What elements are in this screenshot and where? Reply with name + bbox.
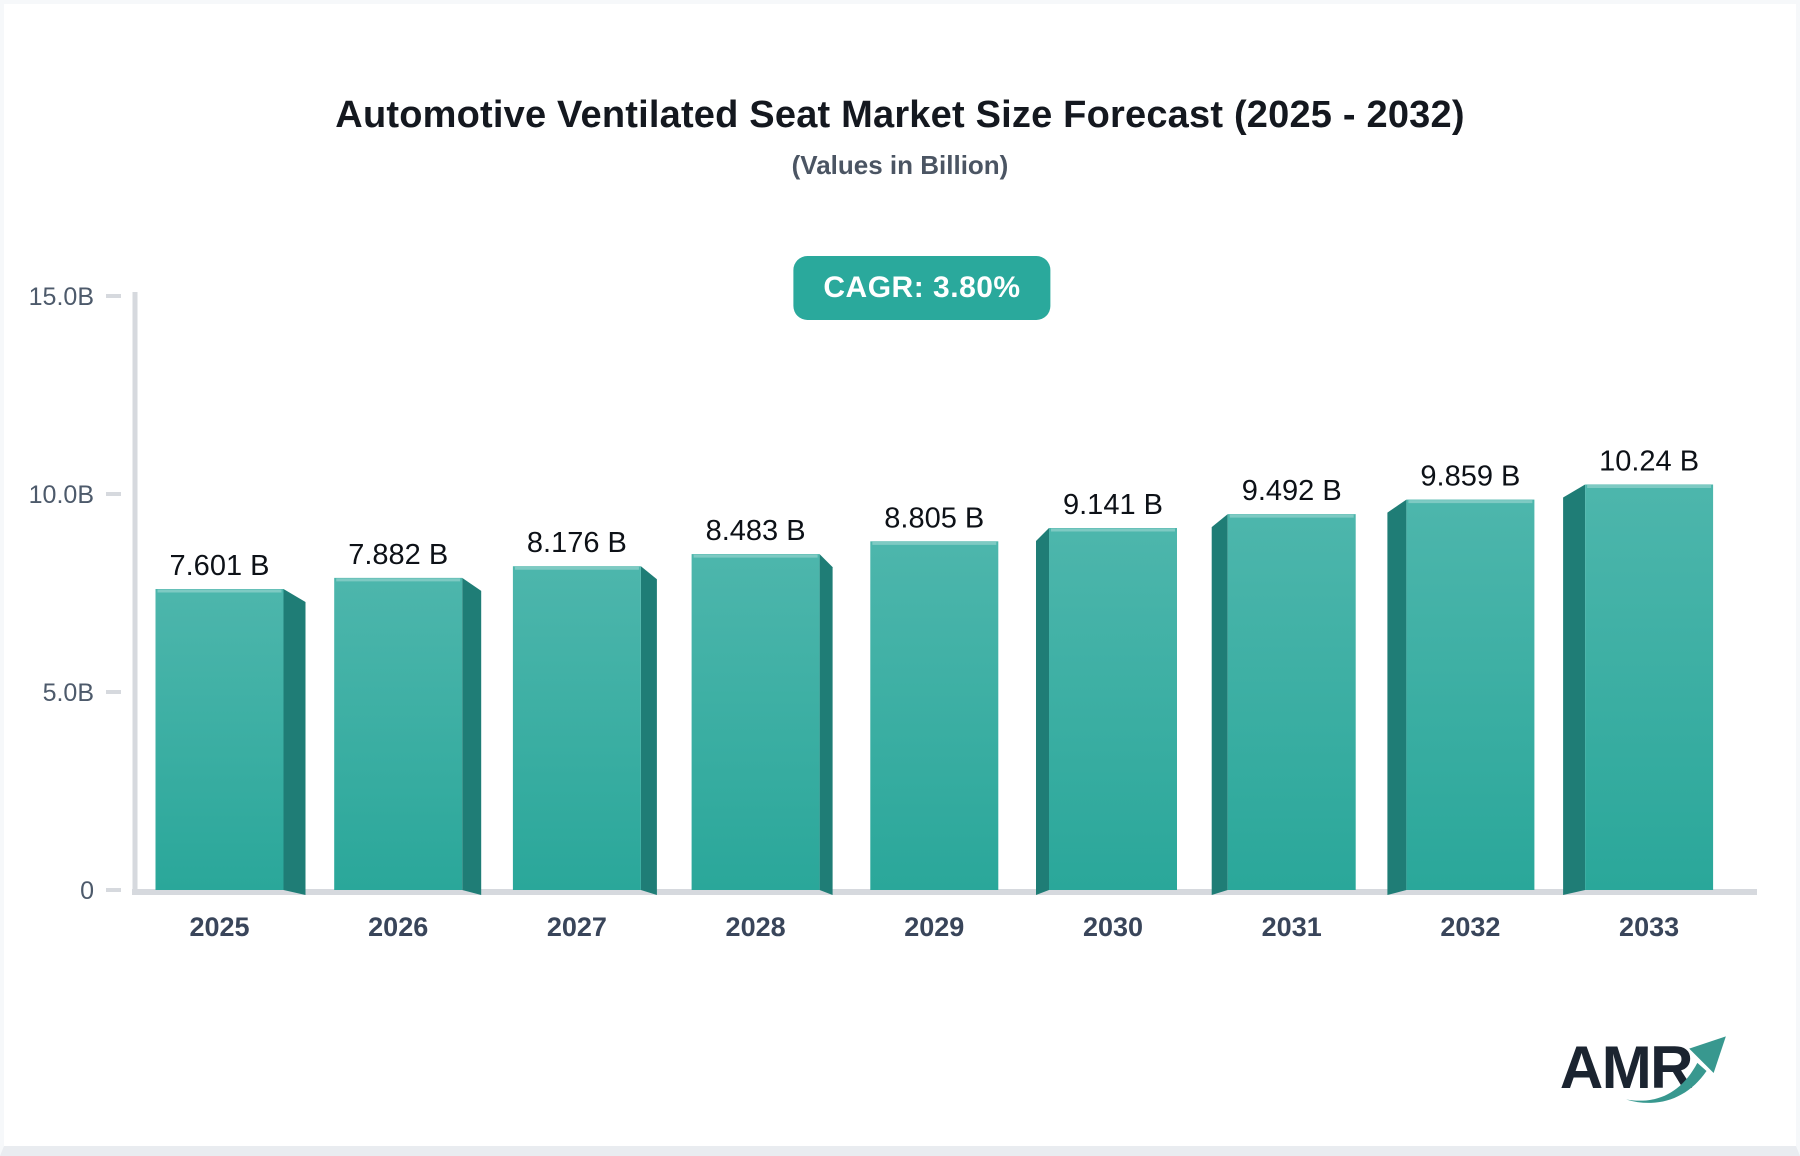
amr-logo-text: AMR	[1559, 1034, 1694, 1101]
bar-2032	[1406, 499, 1535, 890]
bar-side-face	[640, 566, 657, 895]
bar-value-label: 8.176 B	[527, 527, 627, 559]
bar-value-label: 9.859 B	[1420, 461, 1520, 493]
bar-side-face	[283, 589, 306, 895]
bar-side-face	[462, 577, 482, 895]
y-tick-label: 10.0B	[29, 481, 94, 509]
bar-value-label: 7.601 B	[170, 550, 270, 582]
bar-value-label: 9.141 B	[1063, 489, 1163, 521]
bar-chart: 0 5.0B 10.0B 15.0B 7.601 B 2025 7.882 B 2026 8.1…	[29, 283, 1757, 942]
bar-value-label: 10.24 B	[1599, 445, 1699, 477]
cagr-badge: CAGR: 3.80%	[793, 256, 1051, 320]
y-tick-label: 15.0B	[29, 283, 94, 311]
growth-arrow-icon	[1626, 1036, 1726, 1103]
bar-2025	[155, 589, 284, 890]
bar-value-label: 8.805 B	[884, 502, 984, 534]
y-tick-label: 5.0B	[43, 679, 94, 707]
bar-value-label: 7.882 B	[348, 539, 448, 571]
bar-2029	[870, 541, 999, 890]
x-axis-label: 2027	[547, 912, 607, 942]
bar-2027	[512, 566, 641, 890]
cagr-badge-label: CAGR: 3.80%	[823, 271, 1021, 304]
x-axis-label: 2028	[726, 912, 786, 942]
bar-2031	[1227, 514, 1356, 890]
bar-side-face	[1211, 514, 1228, 895]
amr-logo: AMR	[1560, 1036, 1726, 1103]
bar-side-face	[819, 554, 833, 895]
chart-title: Automotive Ventilated Seat Market Size F…	[335, 94, 1465, 136]
bar-2026	[334, 577, 463, 890]
bar-2030	[1049, 528, 1177, 890]
y-tick-label: 0	[80, 877, 94, 905]
bar-side-face	[1036, 528, 1049, 895]
x-axis-label: 2033	[1619, 912, 1679, 942]
x-axis-label: 2030	[1083, 912, 1143, 942]
x-axis-label: 2031	[1262, 912, 1322, 942]
bar-side-face	[1563, 484, 1586, 895]
x-axis-label: 2032	[1440, 912, 1500, 942]
x-axis-label: 2026	[368, 912, 428, 942]
x-axis-label: 2025	[189, 912, 249, 942]
bar-side-face	[1387, 499, 1407, 895]
x-axis-label: 2029	[904, 912, 964, 942]
bar-2033	[1585, 484, 1714, 890]
bar-value-label: 9.492 B	[1242, 475, 1342, 507]
bar-2028	[691, 554, 820, 890]
bar-value-label: 8.483 B	[706, 515, 806, 547]
chart-subtitle: (Values in Billion)	[791, 150, 1009, 180]
